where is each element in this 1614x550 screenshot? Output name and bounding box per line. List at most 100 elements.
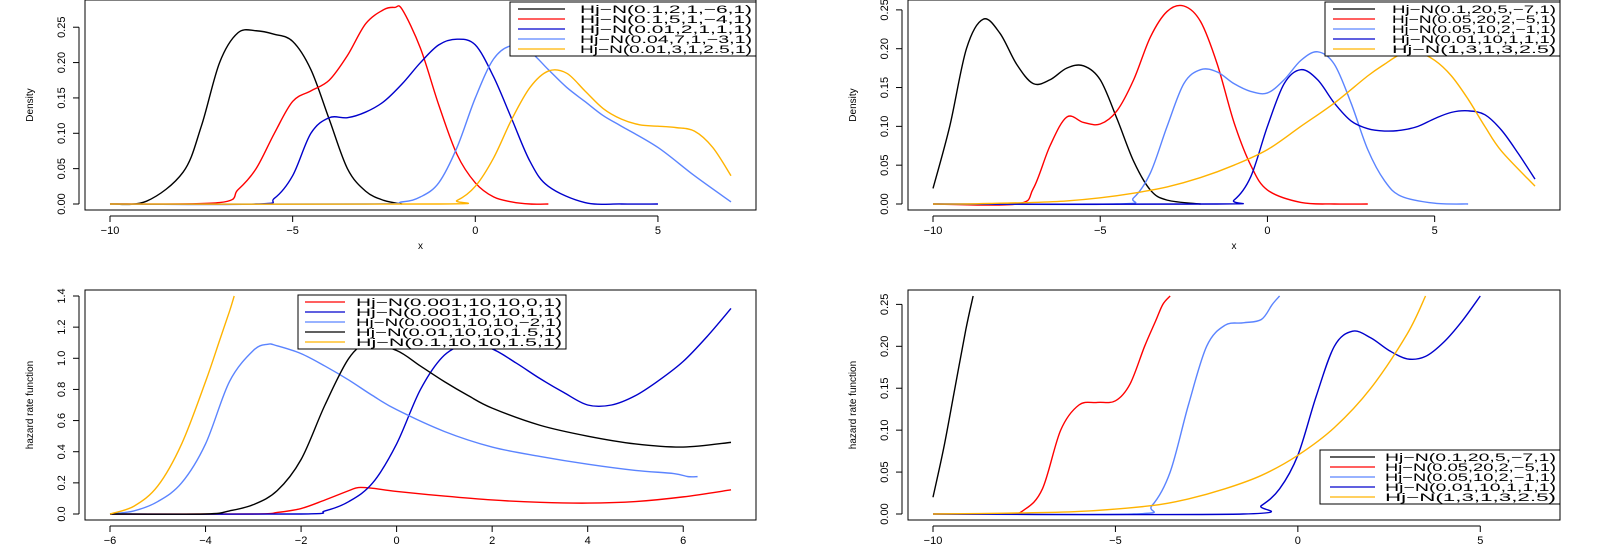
y-axis: 0.00 0.05 0.10 0.15 0.20 0.25 Density xyxy=(25,17,80,215)
y-tick-label: 0.15 xyxy=(56,87,68,108)
series-line-1 xyxy=(109,29,403,206)
legend-box xyxy=(509,1,757,57)
legend-entry: Hj−N(0.04,7,1,−3,1) xyxy=(580,34,752,46)
x-tick-label: 0 xyxy=(1264,225,1270,237)
series-line-3 xyxy=(109,38,658,206)
x-axis: −6−4−20246x xyxy=(104,525,686,547)
y-axis-label: hazard rate function xyxy=(25,361,36,449)
series-line-3 xyxy=(109,343,698,515)
legend-entry: Hj−N(0.001,10,10,1,1) xyxy=(356,307,562,319)
series-line-3 xyxy=(932,295,1281,516)
series-line-2 xyxy=(109,308,732,515)
series-line-5 xyxy=(109,295,235,515)
y-tick-label: 0.00 xyxy=(879,193,891,214)
y-tick-label: 0.8 xyxy=(56,382,68,397)
legend: Hj−N(0.1,20,5,−7,1)Hj−N(0.05,20,2,−5,1) H… xyxy=(1324,1,1561,57)
series-group xyxy=(109,295,732,515)
series-line-1 xyxy=(932,18,1201,205)
x-tick-label: 0 xyxy=(394,535,400,547)
y-tick-label: 0.10 xyxy=(879,116,891,137)
series-line-3 xyxy=(932,51,1469,206)
legend-entry: Hj−N(0.1,2,1,−6,1) xyxy=(580,4,752,16)
y-tick-label: 1.0 xyxy=(56,351,68,366)
panel-1: −10 −5 0 5 x 0.00 0.05 0.10 0.15 0.20 0.25 Density H… xyxy=(25,0,757,252)
x-tick-label: 0 xyxy=(472,225,478,237)
series-group xyxy=(932,295,1481,516)
x-tick-label: 0 xyxy=(1295,535,1301,547)
y-tick-label: 0.25 xyxy=(879,294,891,315)
y-tick-label: 0.15 xyxy=(879,77,891,98)
legend: Hj−N(0.001,10,10,0,1)Hj−N(0.001,10,10,1,… xyxy=(297,294,567,350)
x-tick-label: 4 xyxy=(585,535,591,547)
x-axis-label: x xyxy=(418,241,423,252)
y-tick-label: 0.10 xyxy=(879,419,891,440)
x-tick-label: −10 xyxy=(101,225,120,237)
x-tick-label: −5 xyxy=(1109,535,1122,547)
x-tick-label: −10 xyxy=(924,535,943,547)
y-tick-label: 0.05 xyxy=(879,154,891,175)
legend-entry: Hj−N(0.01,10,1,1,1) xyxy=(1392,34,1556,46)
legend: Hj−N(0.1,2,1,−6,1)Hj−N(0.1,5,1,−4,1)Hj−N… xyxy=(509,1,757,57)
x-tick-label: 5 xyxy=(655,225,661,237)
x-axis: −10 −5 0 5 x xyxy=(101,215,661,252)
series-line-2 xyxy=(932,295,1171,516)
x-tick-label: 5 xyxy=(1477,535,1483,547)
y-tick-label: 0.25 xyxy=(56,17,68,38)
plot-frame xyxy=(907,0,1561,211)
legend-entry: Hj−N(0.1,20,5,−7,1) xyxy=(1392,4,1556,16)
x-tick-label: −10 xyxy=(924,225,943,237)
y-tick-label: 0.20 xyxy=(879,336,891,357)
legend-entry: Hj−N(0.001,10,10,0,1) xyxy=(356,297,562,309)
y-tick-label: 1.4 xyxy=(56,288,68,303)
x-tick-label: 5 xyxy=(1432,225,1438,237)
y-tick-label: 0.00 xyxy=(879,503,891,524)
legend-entry: Hj−N(0.01,10,1,1,1) xyxy=(1385,482,1556,494)
legend-entry: Hj−N(0.05,20,2,−5,1) xyxy=(1385,462,1556,474)
legend-entry: Hj−N(1,3,1,3,2.5) xyxy=(1385,492,1556,504)
legend-entry: Hj−N(0.1,10,10,1.5,1) xyxy=(356,337,562,349)
y-tick-label: 0.20 xyxy=(879,38,891,59)
x-tick-label: −6 xyxy=(104,535,117,547)
y-tick-label: 0.4 xyxy=(56,444,68,459)
x-tick-label: −2 xyxy=(295,535,308,547)
series-line-5 xyxy=(932,295,1427,515)
y-tick-label: 0.2 xyxy=(56,475,68,490)
legend-entry: Hj−N(0.05,10,2,−1,1) xyxy=(1385,472,1556,484)
y-axis: 0.0 0.2 0.4 0.6 0.8 1.0 1.2 1.4 hazard rate func… xyxy=(25,288,80,522)
legend-entry: Hj−N(0.05,20,2,−5,1) xyxy=(1392,14,1556,26)
y-tick-label: 1.2 xyxy=(56,319,68,334)
series-line-5 xyxy=(109,69,732,205)
y-axis: 0.00 0.05 0.10 0.15 0.20 0.25 Density xyxy=(848,0,903,215)
y-tick-label: 0.05 xyxy=(56,158,68,179)
panel-3: −6−4−20246x0.00.20.40.60.81.01.21.4hazar… xyxy=(25,288,757,547)
y-axis-label: Density xyxy=(848,88,859,121)
panel-2: −10 −5 0 5 x 0.00 0.05 0.10 0.15 0.20 0.25 Density H… xyxy=(848,0,1561,252)
legend-entry: Hj−N(0.1,20,5,−7,1) xyxy=(1385,452,1556,464)
plot-frame xyxy=(84,0,757,211)
y-tick-label: 0.00 xyxy=(56,193,68,214)
y-tick-label: 0.0 xyxy=(56,506,68,521)
legend-entry: Hj−N(0.01,2,1,1,1) xyxy=(580,24,752,36)
series-line-1 xyxy=(109,486,732,515)
x-tick-label: −5 xyxy=(286,225,299,237)
plot-frame xyxy=(84,289,757,521)
x-axis-label: x xyxy=(1232,241,1237,252)
plot-frame xyxy=(907,289,1561,521)
legend-box xyxy=(1319,449,1561,505)
x-tick-label: −4 xyxy=(199,535,212,547)
legend-entry: Hj−N(1,3,1,3,2.5) xyxy=(1392,44,1556,56)
y-tick-label: 0.25 xyxy=(879,0,891,21)
legend-entry: Hj−N(0.1,5,1,−4,1) xyxy=(580,14,752,26)
y-tick-label: 0.20 xyxy=(56,52,68,73)
series-line-4 xyxy=(932,68,1536,205)
x-tick-label: 6 xyxy=(680,535,686,547)
y-axis-label: hazard rate function xyxy=(848,361,859,449)
y-axis: 0.00 0.05 0.10 0.15 0.20 0.25 hazard rate func… xyxy=(848,294,903,525)
x-tick-label: −5 xyxy=(1094,225,1107,237)
legend-entry: Hj−N(0.01,10,10,1.5,1) xyxy=(356,327,562,339)
y-tick-label: 0.05 xyxy=(879,461,891,482)
legend-entry: Hj−N(0.0001,10,10,−2,1) xyxy=(356,317,562,329)
